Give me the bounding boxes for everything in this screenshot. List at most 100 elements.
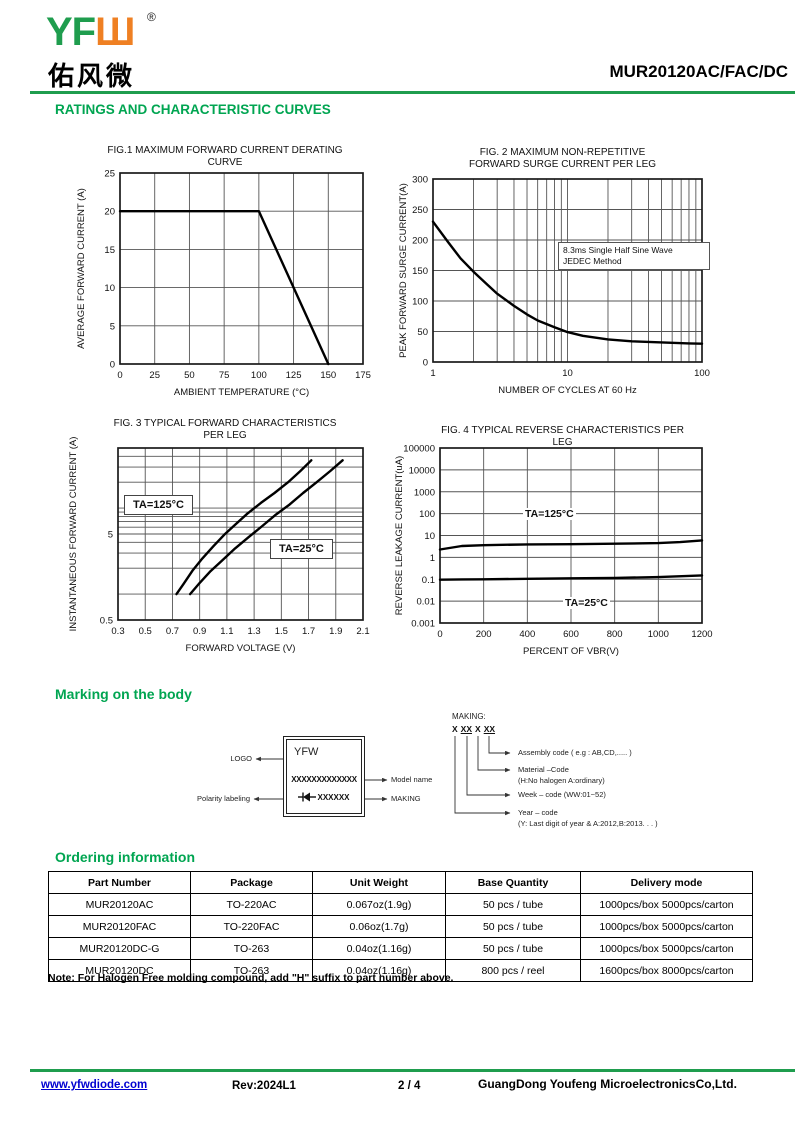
svg-text:10: 10 xyxy=(104,283,115,294)
svg-text:INSTANTANEOUS FORWARD CURRENT: INSTANTANEOUS FORWARD CURRENT (A) xyxy=(68,437,79,632)
svg-text:PERCENT OF VBR(V): PERCENT OF VBR(V) xyxy=(523,646,619,657)
fig4-title: FIG. 4 TYPICAL REVERSE CHARACTERISTICS P… xyxy=(395,425,730,448)
fig2-title-line2: FORWARD SURGE CURRENT PER LEG xyxy=(468,158,657,170)
cell-unit-weight: 0.04oz(1.16g) xyxy=(312,937,446,960)
svg-text:800: 800 xyxy=(607,629,623,640)
svg-text:1000: 1000 xyxy=(648,629,669,640)
code-group-assembly: XX xyxy=(483,724,496,734)
cell-unit-weight: 0.067oz(1.9g) xyxy=(312,893,446,916)
svg-text:100: 100 xyxy=(251,370,267,381)
fig4-plot: 0 200 400 600 800 1000 1200 0.001 0.01 0.1 1 10 100 1… xyxy=(395,444,713,658)
fig4-ta25-label: TA=25°C xyxy=(563,597,610,609)
svg-text:FORWARD VOLTAGE (V): FORWARD VOLTAGE (V) xyxy=(186,643,296,654)
cell-part-number: MUR20120AC xyxy=(48,893,191,916)
svg-text:100: 100 xyxy=(694,368,710,379)
col-header-package: Package xyxy=(190,871,313,894)
svg-text:10000: 10000 xyxy=(409,465,435,476)
svg-text:5: 5 xyxy=(110,321,115,332)
cell-delivery-mode: 1600pcs/box 8000pcs/carton xyxy=(580,959,753,982)
svg-text:0.7: 0.7 xyxy=(166,626,179,637)
package-body-outline: YFW XXXXXXXXXXXXX XXXXXX xyxy=(283,736,365,817)
marking-making-code: XXXXXX xyxy=(317,792,350,802)
legend-material-line1: Material –Code xyxy=(518,765,569,774)
svg-text:0.001: 0.001 xyxy=(411,619,435,630)
svg-text:NUMBER OF CYCLES AT 60 Hz: NUMBER OF CYCLES AT 60 Hz xyxy=(498,385,637,396)
marking-arrow-lines xyxy=(253,736,511,816)
table-row: MUR20120DC-G TO-263 0.04oz(1.16g) 50 pcs… xyxy=(48,937,753,960)
fig4-ta125-label: TA=125°C xyxy=(523,508,576,520)
svg-text:20: 20 xyxy=(104,207,115,218)
svg-text:1: 1 xyxy=(430,553,435,564)
fig3-title-line1: FIG. 3 TYPICAL FORWARD CHARACTERISTICS xyxy=(113,418,337,429)
logo-text-green: YF xyxy=(46,10,96,54)
svg-text:15: 15 xyxy=(104,245,115,256)
fig2-test-condition-note: 8.3ms Single Half Sine Wave JEDEC Method xyxy=(558,242,710,270)
fig1-title: FIG.1 MAXIMUM FORWARD CURRENT DERATING C… xyxy=(60,145,390,168)
svg-text:0.1: 0.1 xyxy=(422,575,435,586)
legend-assembly-code: Assembly code ( e.g : AB,CD,..... ) xyxy=(518,748,632,759)
diode-polarity-icon xyxy=(298,792,317,802)
cell-unit-weight: 0.04oz(1.16g) xyxy=(312,959,446,982)
svg-text:125: 125 xyxy=(286,370,302,381)
svg-text:50: 50 xyxy=(417,327,428,338)
fig2-title-line1: FIG. 2 MAXIMUM NON-REPETITIVE xyxy=(479,147,646,158)
legend-year-line2: (Y: Last digit of year & A:2012,B:2013. … xyxy=(518,818,658,828)
svg-text:300: 300 xyxy=(412,175,428,186)
code-group-year: X xyxy=(452,724,458,734)
svg-text:150: 150 xyxy=(412,266,428,277)
svg-text:10: 10 xyxy=(562,368,573,379)
svg-text:25: 25 xyxy=(149,370,160,381)
svg-text:600: 600 xyxy=(563,629,579,640)
fig2-surge-current-chart: FIG. 2 MAXIMUM NON-REPETITIVE FORWARD SU… xyxy=(395,143,730,408)
cell-part-number: MUR20120DC xyxy=(48,959,191,982)
fig2-title: FIG. 2 MAXIMUM NON-REPETITIVE FORWARD SU… xyxy=(395,147,730,170)
svg-text:0.5: 0.5 xyxy=(100,616,113,627)
making-legend-title: MAKING: xyxy=(452,712,486,721)
svg-text:1.1: 1.1 xyxy=(220,626,233,637)
svg-text:75: 75 xyxy=(219,370,230,381)
marking-model-row: XXXXXXXXXXXXX xyxy=(291,775,357,784)
svg-text:0: 0 xyxy=(423,358,428,369)
cell-unit-weight: 0.06oz(1.7g) xyxy=(312,915,446,938)
svg-text:1.7: 1.7 xyxy=(302,626,315,637)
svg-text:0: 0 xyxy=(437,629,442,640)
svg-text:AVERAGE FORWARD CURRENT (A): AVERAGE FORWARD CURRENT (A) xyxy=(76,188,87,349)
fig4-reverse-characteristics-chart: FIG. 4 TYPICAL REVERSE CHARACTERISTICS P… xyxy=(395,415,730,670)
fig4-title-line1: FIG. 4 TYPICAL REVERSE CHARACTERISTICS P… xyxy=(441,425,684,436)
svg-text:2.1: 2.1 xyxy=(356,626,369,637)
fig3-plot: 0.3 0.5 0.7 0.9 1.1 1.3 1.5 1.7 1.9 2.10.55FORWAR… xyxy=(68,437,370,654)
cell-package: TO-220AC xyxy=(190,893,313,916)
svg-text:1200: 1200 xyxy=(691,629,712,640)
svg-text:200: 200 xyxy=(476,629,492,640)
cell-part-number: MUR20120DC-G xyxy=(48,937,191,960)
svg-text:250: 250 xyxy=(412,205,428,216)
svg-text:175: 175 xyxy=(355,370,371,381)
svg-text:100000: 100000 xyxy=(403,444,435,455)
website-link[interactable]: www.yfwdiode.com xyxy=(41,1079,148,1091)
fig3-ta25-label: TA=25°C xyxy=(270,539,333,559)
section-title-ordering: Ordering information xyxy=(55,849,195,865)
cell-base-quantity: 50 pcs / tube xyxy=(445,915,581,938)
marking-diagram: YFW XXXXXXXXXXXXX XXXXXX LOGO Model name… xyxy=(40,710,800,850)
logo-text-orange: Ш xyxy=(95,10,135,54)
fig3-title: FIG. 3 TYPICAL FORWARD CHARACTERISTICS P… xyxy=(60,418,390,441)
marking-logo-text: YFW xyxy=(294,746,319,758)
footer-divider xyxy=(30,1069,795,1072)
fig1-plot: 0 25 50 75 100 125 150 175 0 5 10 15 20 25 AMBIENT TEM… xyxy=(76,169,371,399)
legend-material-line2: (H:No halogen A:ordinary) xyxy=(518,775,605,785)
section-title-ratings: RATINGS AND CHARACTERISTIC CURVES xyxy=(55,102,331,117)
legend-week-line1: Week – code (WW:01~52) xyxy=(518,790,606,799)
company-name: GuangDong Youfeng MicroelectronicsCo,Ltd… xyxy=(478,1077,737,1091)
table-row: MUR20120DC TO-263 0.04oz(1.16g) 800 pcs … xyxy=(48,959,753,982)
svg-text:0.9: 0.9 xyxy=(193,626,206,637)
svg-text:400: 400 xyxy=(519,629,535,640)
legend-assembly-line1: Assembly code ( e.g : AB,CD,..... ) xyxy=(518,748,632,757)
svg-text:PEAK FORWARD SURGE CURRENT(A): PEAK FORWARD SURGE CURRENT(A) xyxy=(398,183,409,358)
col-header-delivery-mode: Delivery mode xyxy=(580,871,753,894)
cell-package: TO-263 xyxy=(190,959,313,982)
svg-text:200: 200 xyxy=(412,236,428,247)
section-title-marking: Marking on the body xyxy=(55,686,192,702)
marking-making-row: XXXXXX xyxy=(287,792,361,802)
page-number: 2 / 4 xyxy=(398,1080,421,1092)
